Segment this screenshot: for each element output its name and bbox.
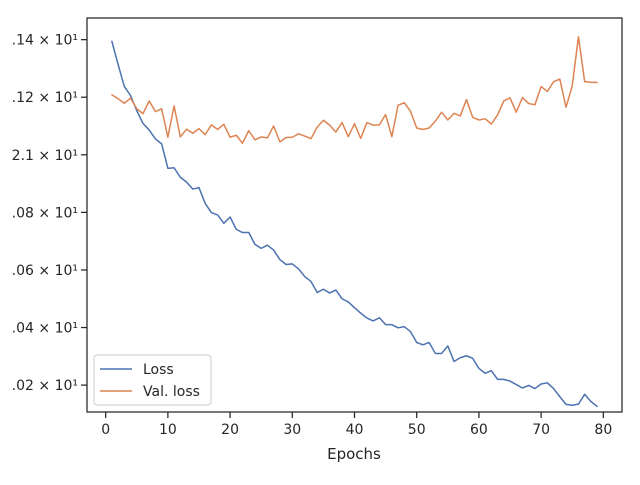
x-tick-label: 60 — [470, 422, 488, 438]
y-tick-label: .04 × 10¹ — [12, 321, 78, 337]
y-ticks: .02 × 10¹ .04 × 10¹ .06 × 10¹ .08 × 10¹ 2.1 … — [12, 33, 87, 394]
y-tick-label: .12 × 10¹ — [12, 90, 78, 106]
series-line-loss — [111, 40, 598, 408]
x-tick-label: 30 — [283, 422, 301, 438]
x-ticks: 0 10 20 30 40 50 60 70 80 — [101, 412, 612, 438]
y-tick-label: .06 × 10¹ — [12, 263, 78, 279]
x-tick-label: 50 — [408, 422, 426, 438]
x-tick-label: 70 — [532, 422, 550, 438]
y-tick-label: .02 × 10¹ — [12, 378, 78, 394]
x-tick-label: 10 — [159, 422, 177, 438]
x-tick-label: 0 — [101, 422, 110, 438]
legend-label: Val. loss — [143, 384, 200, 400]
legend-box — [93, 354, 212, 406]
x-axis-label: Epochs — [327, 445, 381, 463]
axes-frame — [86, 17, 623, 413]
x-tick-label: 20 — [221, 422, 239, 438]
x-tick-label: 40 — [346, 422, 364, 438]
y-tick-label: .08 × 10¹ — [12, 205, 78, 221]
series-layer — [111, 36, 598, 408]
y-tick-label: .14 × 10¹ — [12, 33, 78, 49]
series-line-val-loss — [111, 36, 598, 145]
x-tick-label: 80 — [594, 422, 612, 438]
legend-label: Loss — [143, 362, 174, 378]
y-tick-label: 2.1 × 10¹ — [12, 148, 78, 164]
legend: Loss Val. loss — [93, 354, 212, 406]
